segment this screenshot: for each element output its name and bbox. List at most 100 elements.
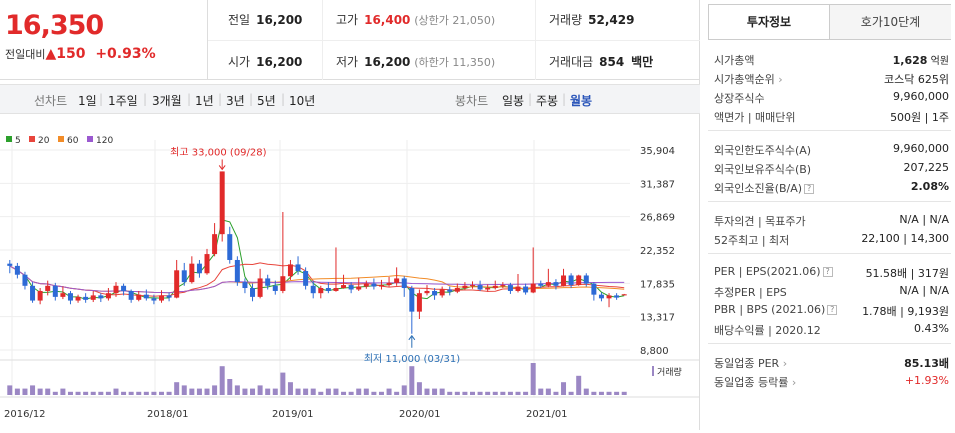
volume-bar <box>598 391 604 395</box>
chevron-right-icon[interactable]: › <box>774 73 783 86</box>
candle-body <box>409 288 415 312</box>
volume-bar <box>492 391 498 395</box>
volume-bar <box>576 375 582 395</box>
volume-bar <box>583 388 589 395</box>
candle-body <box>310 285 316 294</box>
volume-bar <box>553 391 559 395</box>
tab-10y[interactable]: 10년 <box>289 94 316 108</box>
volume-bar <box>98 391 104 395</box>
volume-bar <box>151 391 157 395</box>
volume-bar <box>227 379 233 395</box>
tab-1w[interactable]: 1주일 <box>108 94 138 108</box>
volume-bar <box>394 391 400 395</box>
volume-bar <box>462 391 468 395</box>
candle-body <box>242 282 248 289</box>
help-icon[interactable]: ? <box>804 184 815 194</box>
volume-bar <box>371 391 377 395</box>
candle-body <box>507 285 513 291</box>
chevron-right-icon[interactable]: › <box>779 357 788 370</box>
candle-body <box>416 293 422 312</box>
low-price: 저가 16,200 (하한가 11,350) <box>336 55 496 69</box>
tab-daily[interactable]: 일봉 <box>502 94 525 108</box>
volume-bar <box>416 382 422 395</box>
candlestick-chart: 35,904 31,387 26,869 22,352 17,835 13,317 8,80… <box>0 125 700 430</box>
candle-body <box>105 293 111 299</box>
tab-investment-info[interactable]: 투자정보 <box>709 5 830 39</box>
help-icon[interactable]: ? <box>822 267 833 277</box>
volume-bar <box>325 388 331 395</box>
info-row: 시가총액 1,628 억원 <box>714 52 949 70</box>
tab-1d[interactable]: 1일 <box>78 94 97 108</box>
prev-close: 전일 16,200 <box>228 13 303 27</box>
volume-bar <box>409 366 415 395</box>
candle-body <box>159 295 164 301</box>
change-percent: +0.93% <box>95 46 156 62</box>
volume-bar <box>333 388 339 395</box>
chevron-right-icon[interactable]: › <box>788 376 797 389</box>
candle-body <box>272 285 278 291</box>
tab-weekly[interactable]: 주봉 <box>536 94 559 108</box>
volume-bar <box>143 391 149 395</box>
volume-bar <box>287 382 293 395</box>
candle-body <box>196 263 202 274</box>
info-row: PER | EPS(2021.06)? 51.58배 | 317원 <box>714 265 949 283</box>
candle-body <box>591 283 597 295</box>
candle-body <box>606 295 612 299</box>
candle-body <box>90 295 96 300</box>
candle-body <box>561 275 567 286</box>
low-arrowhead-icon <box>408 334 416 341</box>
candle-body <box>227 234 233 260</box>
y-tick-label: 31,387 <box>640 179 675 190</box>
volume-bar <box>356 388 362 395</box>
volume-bar <box>113 388 119 395</box>
volume-bar <box>257 385 263 395</box>
volume: 거래량 52,429 <box>549 13 635 27</box>
candle-body <box>60 293 66 297</box>
volume-bar <box>60 388 66 395</box>
volume-bar <box>181 385 187 395</box>
x-tick-label: 2019/01 <box>272 409 314 420</box>
volume-bar <box>310 388 316 395</box>
info-row: 외국인한도주식수(A) 9,960,000 <box>714 142 949 160</box>
info-label: 외국인소진율(B/A)? <box>714 180 815 196</box>
tab-5y[interactable]: 5년 <box>257 94 276 108</box>
tab-line-chart[interactable]: 선차트 <box>34 94 68 108</box>
volume-bar <box>242 388 248 395</box>
candle-body <box>386 282 392 286</box>
chart-svg: 35,904 31,387 26,869 22,352 17,835 13,317 8,80… <box>0 136 700 420</box>
info-row: 동일업종 등락률 › +1.93% <box>714 374 949 392</box>
volume-legend-swatch <box>652 366 654 376</box>
help-icon[interactable]: ? <box>827 305 838 315</box>
tab-3m[interactable]: 3개월 <box>152 94 182 108</box>
tab-monthly[interactable]: 월봉 <box>570 94 593 108</box>
info-row: 배당수익률 | 2020.12 0.43% <box>714 322 949 340</box>
candle-body <box>371 283 377 287</box>
info-value: 500원 | 1주 <box>890 111 949 124</box>
volume-bar <box>348 391 354 395</box>
info-value: N/A | N/A <box>899 213 949 226</box>
candle-body <box>598 294 604 299</box>
volume-bar <box>591 391 597 395</box>
tab-1y[interactable]: 1년 <box>195 94 214 108</box>
volume-bar <box>621 391 627 395</box>
candle-body <box>454 288 460 292</box>
info-label: 동일업종 PER › <box>714 357 788 370</box>
tab-order-book[interactable]: 호가10단계 <box>830 5 951 39</box>
volume-bar <box>128 391 134 395</box>
candle-body <box>568 275 574 286</box>
info-label: 시가총액 <box>714 54 755 67</box>
volume-bar <box>606 391 612 395</box>
tab-candle-chart[interactable]: 봉차트 <box>455 94 489 108</box>
info-value: 9,960,000 <box>893 90 949 103</box>
ma-line-120 <box>9 265 625 294</box>
tab-3y[interactable]: 3년 <box>226 94 245 108</box>
candle-body <box>485 288 491 290</box>
candle-body <box>432 290 438 296</box>
candle-body <box>523 286 529 293</box>
legend-swatch <box>58 136 64 142</box>
info-value: 9,960,000 <box>893 142 949 155</box>
info-label: 동일업종 등락률 › <box>714 376 797 389</box>
volume-bar <box>515 391 521 395</box>
candle-body <box>356 286 362 290</box>
volume-bar <box>83 391 89 395</box>
